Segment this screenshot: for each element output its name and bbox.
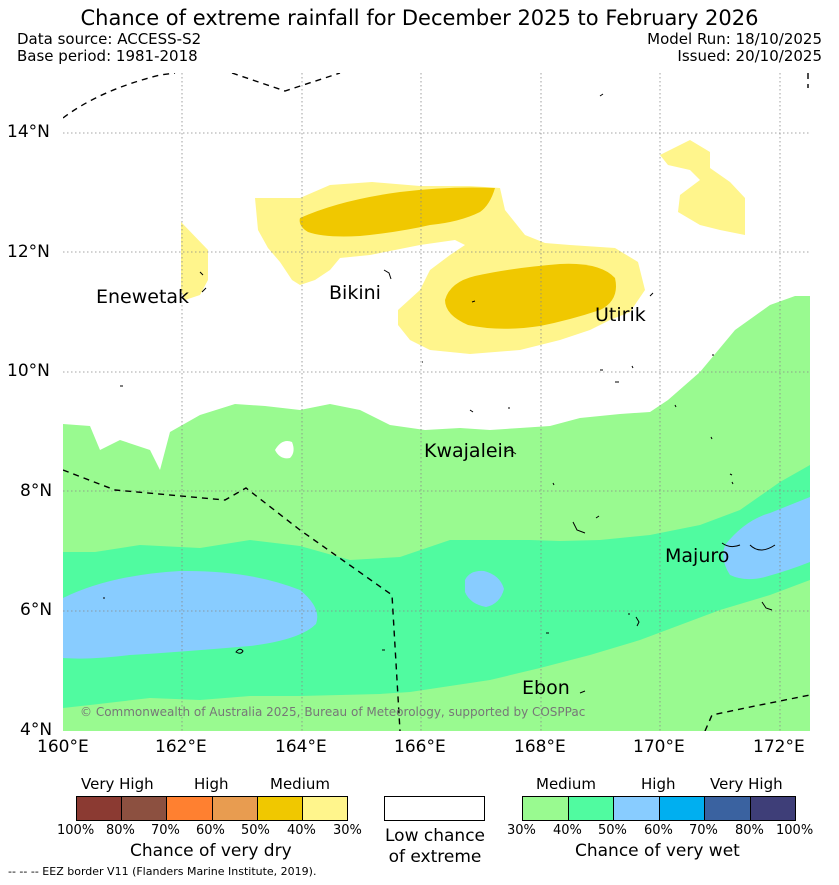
low-chance-hole (430, 386, 496, 404)
data-source: Data source: ACCESS-S2 (17, 30, 202, 48)
lat-label: 14°N (7, 122, 50, 142)
majuro-atoll (721, 542, 776, 551)
atoll (471, 300, 476, 303)
legend-wet-tick: 100% (776, 823, 814, 838)
utirik-atoll (649, 292, 654, 297)
legend-swatch (523, 797, 569, 820)
island-outlines (103, 93, 776, 694)
place-label-majuro: Majuro (665, 545, 730, 567)
legend-wet-category: High (641, 775, 676, 793)
legend-swatch (705, 797, 751, 820)
small-islets (103, 354, 734, 651)
legend-dry-caption: Chance of very dry (130, 841, 292, 861)
map-plot-area (63, 73, 810, 731)
legend-neutral-swatch (384, 796, 485, 821)
legend-wet-category: Very High (710, 775, 783, 793)
wet-50-60-region (723, 497, 810, 580)
legend-swatch (302, 797, 348, 820)
legend-dry-tick: 40% (287, 823, 316, 838)
place-label-utirik: Utirik (595, 304, 646, 326)
legend-dry-tick: 80% (106, 823, 135, 838)
legend-neutral-caption: Low chance of extreme (385, 826, 485, 867)
legend-swatch (167, 797, 213, 820)
dry-40-50-region (299, 187, 495, 237)
eez-border (63, 73, 810, 731)
atoll (635, 616, 640, 627)
lat-label: 12°N (7, 242, 50, 262)
place-label-enewetak: Enewetak (96, 286, 190, 308)
atoll (599, 93, 604, 97)
lon-label: 160°E (37, 737, 89, 757)
legend-dry-tick: 70% (151, 823, 180, 838)
legend-dry-category: Medium (270, 775, 330, 793)
legend-swatch (77, 797, 123, 820)
kwajalein-atoll (504, 449, 517, 455)
legend-swatch (750, 797, 795, 820)
lat-label: 6°N (20, 600, 53, 620)
legend-dry-category: Very High (81, 775, 154, 793)
legend-dry-colorbar (76, 796, 348, 821)
legend-swatch (659, 797, 705, 820)
lon-label: 168°E (514, 737, 566, 757)
atoll (235, 648, 244, 654)
lat-label: 10°N (7, 361, 50, 381)
legend-wet-category: Medium (536, 775, 596, 793)
legend-wet-tick: 50% (598, 823, 627, 838)
lat-label: 4°N (20, 720, 53, 740)
legend-wet-colorbar (522, 796, 796, 821)
dry-medium-region (660, 140, 745, 235)
wet-50-60-region (63, 570, 318, 659)
map-title: Chance of extreme rainfall for December … (80, 6, 759, 30)
wet-high-region (63, 465, 810, 708)
legend-swatch (212, 797, 258, 820)
dry-40-50-region (445, 263, 616, 329)
legend-swatch (122, 797, 168, 820)
legend-wet-tick: 30% (507, 823, 536, 838)
legend-wet-tick: 40% (553, 823, 582, 838)
legend-wet-tick: 70% (689, 823, 718, 838)
low-chance-hole (275, 441, 294, 459)
enewetak-atoll (201, 287, 207, 293)
lon-label: 170°E (633, 737, 685, 757)
legend-wet-tick: 60% (644, 823, 673, 838)
atoll (761, 601, 773, 611)
issued-date: Issued: 20/10/2025 (677, 47, 822, 65)
base-period: Base period: 1981-2018 (17, 47, 198, 65)
enewetak-atoll (199, 271, 204, 276)
bikini-atoll (383, 269, 392, 280)
legend-dry-tick: 50% (241, 823, 270, 838)
lon-label: 162°E (155, 737, 207, 757)
legend-swatch (257, 797, 303, 820)
graticule (63, 73, 810, 731)
place-label-ebon: Ebon (522, 677, 570, 699)
legend-dry-tick: 100% (57, 823, 95, 838)
ebon-atoll (579, 690, 586, 694)
place-label-kwajalein: Kwajalein (424, 440, 515, 462)
place-label-bikini: Bikini (329, 282, 381, 304)
lat-label: 8°N (20, 481, 53, 501)
legend-wet-tick: 80% (735, 823, 764, 838)
eez-footnote: -- -- -- EEZ border V11 (Flanders Marine… (8, 865, 317, 878)
legend-swatch (568, 797, 614, 820)
legend-wet-caption: Chance of very wet (575, 841, 740, 861)
atoll (572, 521, 586, 534)
wet-50-60-region (465, 570, 504, 607)
lon-label: 166°E (394, 737, 446, 757)
lon-label: 164°E (275, 737, 327, 757)
dry-medium-region (181, 222, 208, 300)
legend-dry-tick: 60% (196, 823, 225, 838)
lon-label: 172°E (753, 737, 805, 757)
legend-swatch (614, 797, 660, 820)
legend-dry-tick: 30% (333, 823, 362, 838)
atoll (595, 515, 600, 519)
model-run: Model Run: 18/10/2025 (647, 30, 822, 48)
legend-dry-category: High (194, 775, 229, 793)
copyright-notice: © Commonwealth of Australia 2025, Bureau… (80, 705, 586, 719)
